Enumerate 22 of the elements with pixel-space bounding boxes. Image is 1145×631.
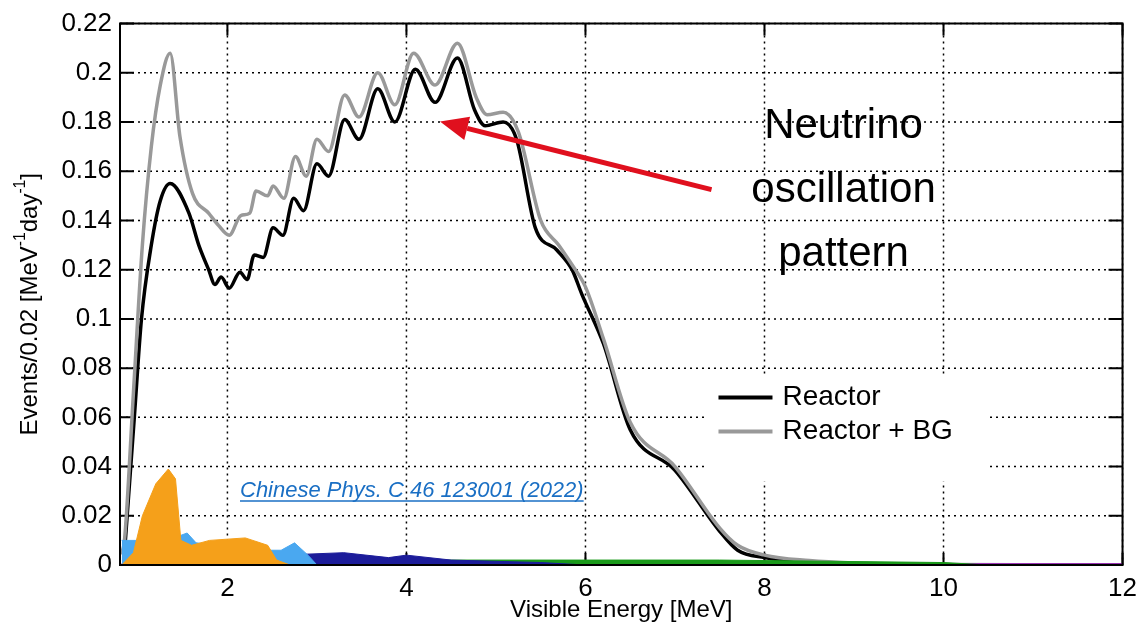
y-tick-label: 0.12 [61, 252, 112, 283]
legend-label: Reactor [782, 380, 881, 412]
legend-label: Reactor + BG [782, 414, 953, 446]
y-tick-label: 0.16 [61, 154, 112, 185]
x-tick-label: 10 [929, 571, 958, 602]
x-tick-label: 8 [757, 571, 772, 602]
y-tick-label: 0.04 [61, 449, 112, 480]
y-tick-label: 0.2 [75, 55, 112, 86]
y-tick-label: 0.08 [61, 351, 112, 382]
x-tick-label: 4 [399, 571, 414, 602]
annotation: Chinese Phys. C 46 123001 (2022) [240, 477, 584, 502]
y-tick-label: 0.06 [61, 400, 112, 431]
y-tick-label: 0.1 [75, 302, 112, 333]
y-tick-label: 0.14 [61, 203, 112, 234]
y-tick-label: 0.18 [61, 105, 112, 136]
x-tick-label: 12 [1108, 571, 1137, 602]
y-tick-label: 0 [97, 548, 112, 579]
x-tick-label: 2 [220, 571, 235, 602]
y-tick-label: 0.22 [61, 6, 112, 37]
annotation: Neutrino oscillation pattern [751, 100, 936, 276]
y-axis-title: Events/0.02 [MeV-1day-1] [10, 173, 42, 436]
y-tick-label: 0.02 [61, 498, 112, 529]
